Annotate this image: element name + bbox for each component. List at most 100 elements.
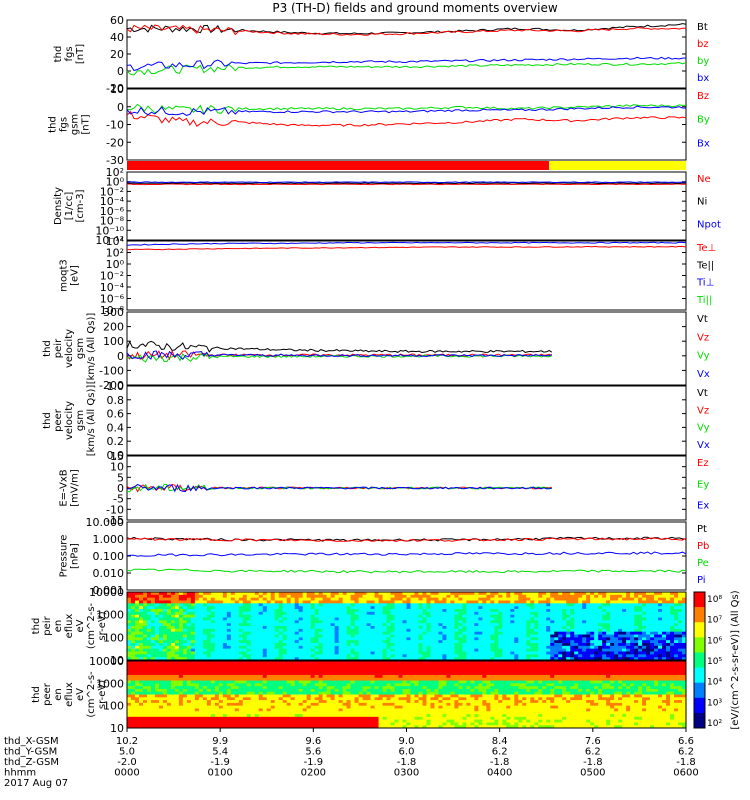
- heatmap-cell: [542, 603, 547, 607]
- heatmap-cell: [310, 617, 316, 621]
- heatmap-cell: [170, 711, 176, 715]
- heatmap-cell: [450, 600, 455, 604]
- heatmap-cell: [502, 623, 507, 627]
- heatmap-cell: [402, 592, 407, 596]
- heatmap-cell: [178, 711, 184, 715]
- heatmap-cell: [378, 592, 383, 596]
- heatmap-cell: [622, 603, 627, 607]
- heatmap-cell: [630, 600, 635, 604]
- heatmap-cell: [646, 634, 651, 638]
- heatmap-cell: [142, 672, 148, 676]
- heatmap-cell: [514, 592, 519, 596]
- heatmap-cell: [586, 637, 591, 641]
- heatmap-cell: [454, 620, 459, 624]
- heatmap-cell: [666, 637, 671, 641]
- heatmap-cell: [298, 654, 304, 658]
- heatmap-cell: [626, 617, 631, 621]
- heatmap-cell: [682, 600, 687, 604]
- heatmap-cell: [654, 637, 659, 641]
- heatmap-cell: [130, 691, 136, 695]
- heatmap-cell: [418, 611, 423, 616]
- heatmap-cell: [670, 645, 675, 650]
- heatmap-cell: [302, 651, 308, 655]
- heatmap-cell: [638, 626, 643, 630]
- heatmap-cell: [418, 634, 423, 638]
- heatmap-cell: [674, 623, 679, 627]
- heatmap-cell: [286, 714, 292, 718]
- heatmap-cell: [210, 606, 216, 610]
- heatmap-cell: [318, 614, 324, 618]
- heatmap-cell: [650, 620, 655, 624]
- heatmap-cell: [158, 714, 164, 718]
- heatmap-cell: [202, 714, 208, 718]
- heatmap-cell: [446, 643, 451, 647]
- heatmap-cell: [334, 716, 340, 721]
- heatmap-cell: [170, 597, 176, 601]
- heatmap-cell: [158, 716, 164, 721]
- y-tick-label: 200: [103, 321, 124, 334]
- heatmap-cell: [202, 725, 208, 729]
- heatmap-cell: [582, 609, 587, 613]
- heatmap-cell: [350, 617, 355, 621]
- heatmap-cell: [442, 645, 447, 650]
- heatmap-cell: [146, 614, 152, 618]
- heatmap-cell: [370, 626, 375, 630]
- heatmap-cell: [178, 716, 184, 721]
- heatmap-cell: [478, 637, 483, 641]
- heatmap-cell: [278, 672, 284, 676]
- heatmap-cell: [646, 623, 651, 627]
- heatmap-cell: [530, 611, 535, 616]
- heatmap-cell: [234, 657, 240, 661]
- heatmap-cell: [634, 640, 639, 644]
- heatmap-cell: [218, 702, 224, 707]
- heatmap-cell: [198, 617, 204, 621]
- heatmap-cell: [534, 617, 539, 621]
- heatmap-cell: [142, 626, 148, 630]
- heatmap-cell: [630, 617, 635, 621]
- heatmap-cell: [206, 697, 212, 701]
- heatmap-cell: [326, 666, 332, 670]
- heatmap-cell: [130, 643, 136, 647]
- heatmap-cell: [127, 669, 132, 673]
- heatmap-cell: [170, 631, 176, 635]
- heatmap-cell: [274, 606, 280, 610]
- y-tick-label: 10⁻¹⁰: [95, 224, 124, 237]
- heatmap-cell: [322, 606, 328, 610]
- heatmap-cell: [154, 651, 160, 655]
- heatmap-cell: [266, 631, 272, 635]
- heatmap-cell: [366, 648, 371, 652]
- heatmap-cell: [314, 680, 320, 684]
- heatmap-cell: [330, 691, 336, 695]
- heatmap-cell: [230, 677, 236, 681]
- heatmap-cell: [530, 626, 535, 630]
- heatmap-cell: [602, 603, 607, 607]
- heatmap-cell: [130, 651, 136, 655]
- heatmap-cell: [342, 651, 348, 655]
- heatmap-cell: [254, 600, 260, 604]
- heatmap-cell: [586, 648, 591, 652]
- heatmap-cell: [674, 651, 679, 655]
- heatmap-cell: [306, 697, 312, 701]
- heatmap-cell: [162, 643, 168, 647]
- heatmap-cell: [186, 716, 192, 721]
- heatmap-cell: [462, 634, 467, 638]
- heatmap-cell: [286, 648, 292, 652]
- heatmap-cell: [358, 600, 363, 604]
- heatmap-cell: [478, 634, 483, 638]
- heatmap-cell: [174, 614, 180, 618]
- heatmap-cell: [646, 654, 651, 658]
- heatmap-cell: [334, 700, 340, 704]
- heatmap-cell: [286, 722, 292, 726]
- heatmap-cell: [590, 603, 595, 607]
- heatmap-cell: [174, 661, 180, 665]
- heatmap-cell: [354, 614, 359, 618]
- heatmap-cell: [302, 711, 308, 715]
- heatmap-cell: [630, 609, 635, 613]
- heatmap-cell: [266, 657, 272, 661]
- heatmap-cell: [222, 631, 228, 635]
- heatmap-cell: [178, 645, 184, 650]
- heatmap-cell: [582, 623, 587, 627]
- heatmap-cell: [306, 725, 312, 729]
- heatmap-cell: [450, 628, 455, 633]
- heatmap-cell: [598, 643, 603, 647]
